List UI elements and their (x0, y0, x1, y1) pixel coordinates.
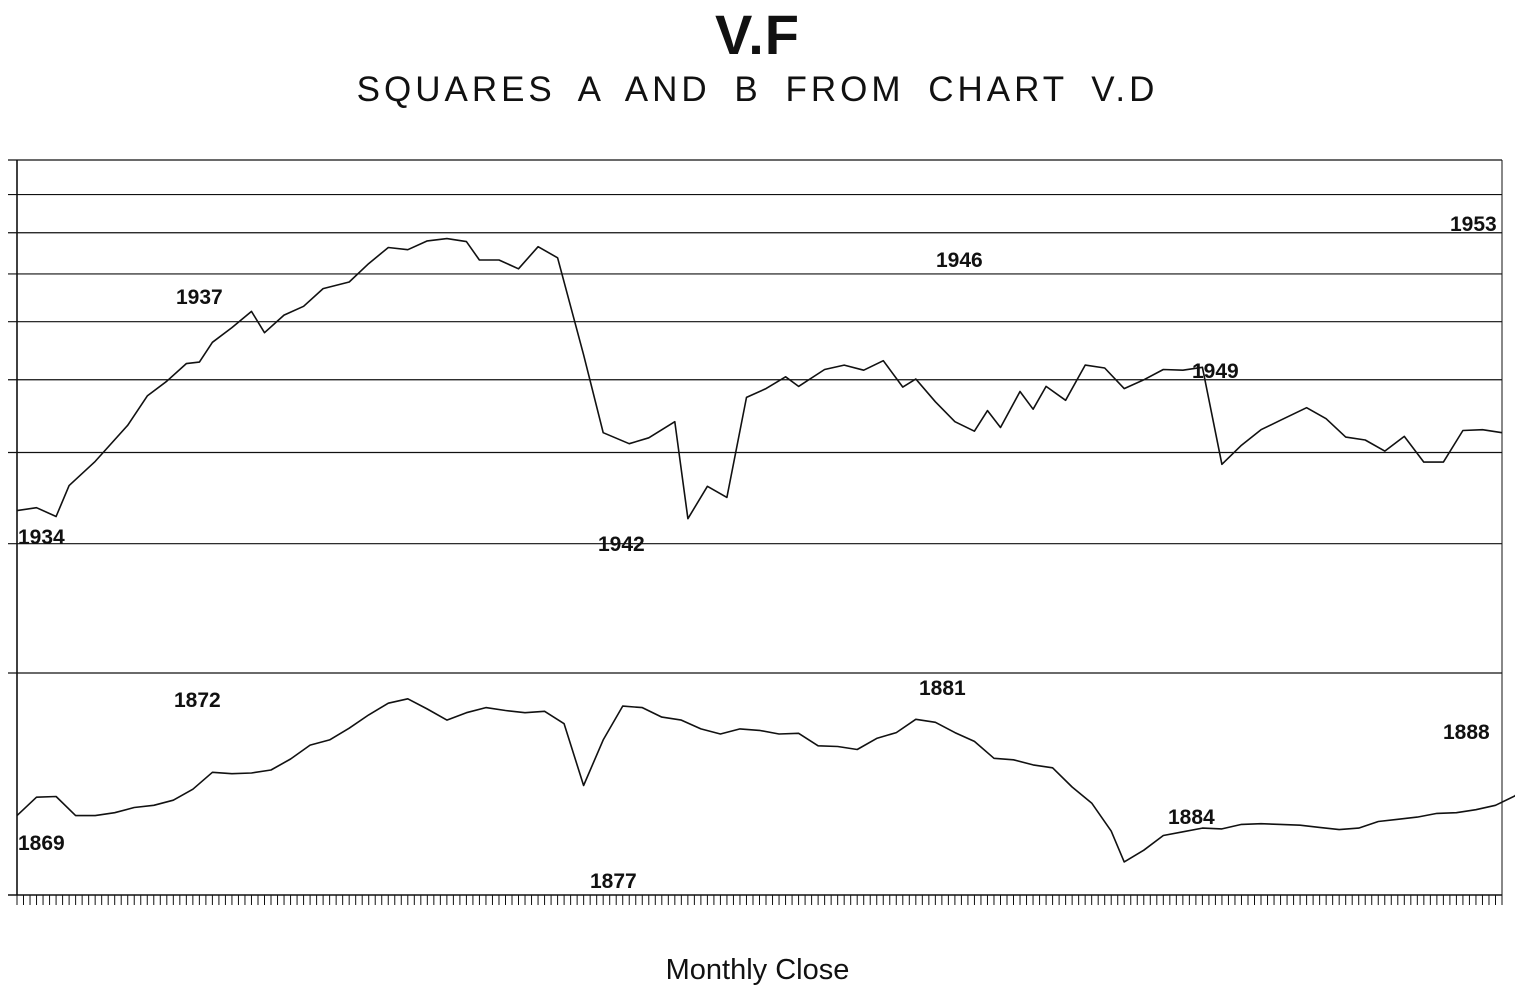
series-lines (16, 237, 1515, 863)
label-1888: 1888 (1443, 721, 1490, 744)
chart-subtitle: SQUARES A AND B FROM CHART V.D (356, 70, 1159, 109)
label-1869: 1869 (18, 832, 65, 855)
series-line-1934 (16, 237, 1503, 520)
label-1942: 1942 (598, 533, 645, 556)
label-1949: 1949 (1192, 360, 1239, 383)
label-1937: 1937 (176, 286, 223, 309)
label-1872: 1872 (174, 689, 221, 712)
label-1884: 1884 (1168, 806, 1215, 829)
label-1946: 1946 (936, 249, 983, 272)
label-1953: 1953 (1450, 213, 1497, 236)
series-line-1869 (16, 698, 1515, 863)
x-axis-ticks (16, 895, 1503, 905)
gridlines (8, 159, 1502, 896)
label-1934: 1934 (18, 526, 65, 549)
x-axis-label: Monthly Close (665, 954, 850, 986)
label-1881: 1881 (919, 677, 966, 700)
label-1877: 1877 (590, 870, 637, 893)
chart-title: V.F (715, 3, 800, 66)
